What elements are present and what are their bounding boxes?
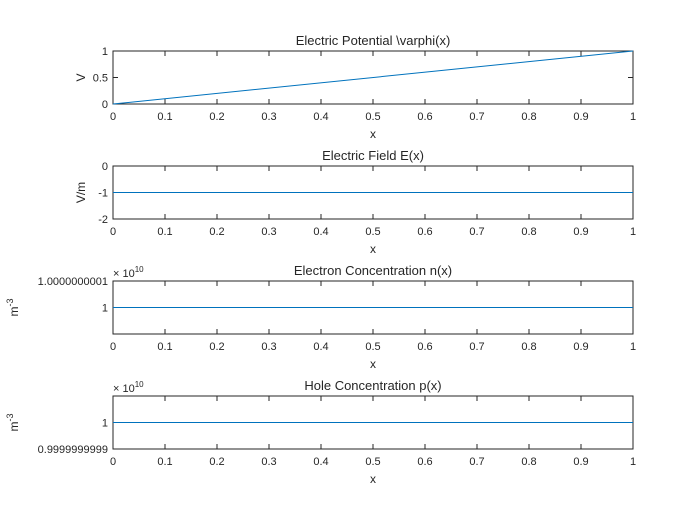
x-tick-label: 0.1	[157, 226, 172, 238]
x-tick-label: 0.8	[521, 226, 536, 238]
x-tick-label: 0.2	[209, 456, 224, 468]
x-tick-label: 0.2	[209, 226, 224, 238]
y-tick-label: -2	[98, 214, 108, 226]
y-exponent-label: × 1010	[113, 380, 144, 395]
x-axis-label: x	[370, 472, 376, 486]
x-tick-label: 0.5	[365, 111, 380, 123]
x-tick-label: 0.5	[365, 341, 380, 353]
y-tick-label: 0.5	[93, 73, 108, 85]
x-tick-label: 0.8	[521, 456, 536, 468]
x-axis-label: x	[370, 242, 376, 256]
x-tick-label: 0.3	[261, 456, 276, 468]
y-axis-label: m-3	[5, 413, 21, 431]
x-tick-label: 0.6	[417, 111, 432, 123]
subplot-3: Electron Concentration n(x) 0 0.1 0.2 0.3 0.4…	[5, 263, 636, 371]
subplot-2: Electric Field E(x) 0 0.1 0.2 0.3 0.4 0.5 0.6 0.…	[74, 148, 636, 256]
y-tick-label: 1.0000000001	[38, 276, 108, 288]
x-axis-label: x	[370, 127, 376, 141]
x-tick-label: 0.8	[521, 111, 536, 123]
y-tick-label: 1	[102, 46, 108, 58]
x-tick-label: 0.1	[157, 456, 172, 468]
subplot-1: Electric Potential \varphi(x) 0 0.1 0.2 0.3 0…	[74, 33, 636, 141]
x-tick-label: 0.3	[261, 111, 276, 123]
x-tick-label: 0.1	[157, 111, 172, 123]
y-tick-label: 0	[102, 99, 108, 111]
x-tick-label: 0.9	[573, 456, 588, 468]
x-tick-label: 0.9	[573, 341, 588, 353]
x-tick-label: 0.4	[313, 111, 328, 123]
y-tick-label: 1	[102, 418, 108, 430]
x-tick-label: 0.9	[573, 111, 588, 123]
y-axis-label: m-3	[5, 298, 21, 316]
x-tick-label: 0.3	[261, 341, 276, 353]
y-axis-label: V/m	[74, 182, 88, 203]
x-tick-label: 0.4	[313, 456, 328, 468]
x-tick-label: 0	[110, 226, 116, 238]
x-tick-label: 1	[630, 111, 636, 123]
x-tick-label: 0.7	[469, 226, 484, 238]
x-tick-label: 0.2	[209, 111, 224, 123]
y-axis-label: V	[74, 73, 88, 81]
chart-title: Electron Concentration n(x)	[294, 263, 452, 278]
x-tick-label: 0.8	[521, 341, 536, 353]
series-line	[112, 50, 634, 105]
x-tick-label: 0.5	[365, 456, 380, 468]
x-tick-label: 1	[630, 226, 636, 238]
x-tick-label: 0.6	[417, 226, 432, 238]
x-tick-label: 0	[110, 341, 116, 353]
y-tick-label: 0.9999999999	[38, 444, 108, 456]
x-tick-label: 0.3	[261, 226, 276, 238]
x-tick-label: 0	[110, 456, 116, 468]
x-tick-label: 0.2	[209, 341, 224, 353]
chart-title: Hole Concentration p(x)	[304, 378, 441, 393]
x-axis-label: x	[370, 357, 376, 371]
x-tick-label: 0.4	[313, 341, 328, 353]
x-tick-label: 0.6	[417, 341, 432, 353]
y-tick-label: -1	[98, 188, 108, 200]
x-tick-label: 0.7	[469, 341, 484, 353]
x-tick-label: 0	[110, 111, 116, 123]
x-tick-label: 1	[630, 456, 636, 468]
y-tick-label: 1	[102, 303, 108, 315]
chart-title: Electric Potential \varphi(x)	[296, 33, 451, 48]
x-tick-label: 0.4	[313, 226, 328, 238]
x-tick-label: 1	[630, 341, 636, 353]
chart-title: Electric Field E(x)	[322, 148, 424, 163]
x-tick-label: 0.1	[157, 341, 172, 353]
y-tick-label: 0	[102, 161, 108, 173]
y-exponent-label: × 1010	[113, 265, 144, 280]
x-tick-label: 0.7	[469, 456, 484, 468]
x-tick-label: 0.5	[365, 226, 380, 238]
x-tick-label: 0.9	[573, 226, 588, 238]
subplot-4: Hole Concentration p(x) 0 0.1 0.2 0.3 0.4 0.5 0…	[5, 378, 636, 486]
x-tick-label: 0.6	[417, 456, 432, 468]
x-tick-label: 0.7	[469, 111, 484, 123]
